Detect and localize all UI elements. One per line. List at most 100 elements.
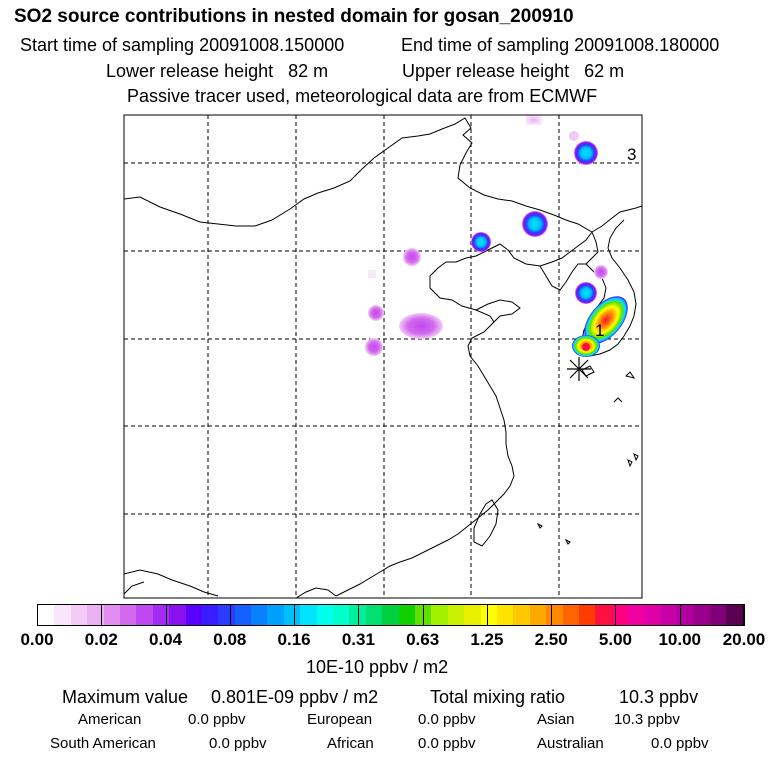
colorbar-tick-label: 2.50	[534, 630, 568, 649]
colorbar-divider	[487, 604, 488, 626]
colorbar-cell	[169, 605, 186, 625]
colorbar-unit: 10E-10 ppbv / m2	[306, 657, 449, 677]
region-name: African	[327, 735, 374, 752]
map-gridlines	[124, 115, 642, 598]
colorbar-cell	[218, 605, 235, 625]
region-value: 10.3 ppbv	[614, 711, 680, 728]
colorbar-cell	[234, 605, 252, 625]
colorbar-cell	[267, 605, 284, 625]
upper-release-label: Upper release height 62 m	[402, 61, 625, 81]
colorbar-cell	[300, 605, 317, 625]
colorbar-cell	[546, 605, 563, 625]
patch-southwest-violet	[365, 338, 383, 356]
colorbar-cell	[431, 605, 448, 625]
colorbar-cell	[333, 605, 350, 625]
patch-north-pale	[526, 115, 542, 125]
colorbar-tick-label: 0.02	[84, 630, 118, 649]
colorbar-tick-label: 0.63	[406, 630, 440, 649]
colorbar-cell	[152, 605, 170, 625]
patch-west-violet	[368, 305, 384, 321]
receptor-marker	[567, 357, 591, 381]
patch-korea-hot	[584, 296, 628, 344]
colorbar-cell	[529, 605, 547, 625]
region-name: European	[307, 711, 373, 728]
colorbar-cell	[38, 605, 55, 625]
colorbar-cell	[693, 605, 711, 625]
colorbar-cell	[562, 605, 579, 625]
colorbar-cell	[726, 605, 743, 625]
colorbar-cell	[660, 605, 678, 625]
colorbar-cell	[628, 605, 645, 625]
patch-shanxi-violet	[399, 313, 443, 339]
lower-release-label: Lower release height 82 m	[106, 61, 329, 81]
colorbar-cell	[316, 605, 334, 625]
end-time-label: End time of sampling 20091008.180000	[401, 35, 720, 55]
patch-hebei-violet	[403, 248, 421, 266]
colorbar-cell	[87, 605, 104, 625]
region-name: South American	[50, 735, 156, 752]
total-mixing-label: Total mixing ratio	[430, 687, 566, 707]
colorbar-divider	[615, 604, 616, 626]
map-frame	[123, 114, 643, 599]
colorbar-tick-label: 0.08	[213, 630, 247, 649]
colorbar-divider	[37, 604, 38, 626]
region-value: 0.0 ppbv	[209, 735, 267, 752]
region-value: 0.0 ppbv	[418, 735, 476, 752]
colorbar-cell	[480, 605, 497, 625]
colorbar-cell	[349, 605, 366, 625]
region-name: Australian	[537, 735, 604, 752]
colorbar-divider	[101, 604, 102, 626]
patch-seoul-blue	[575, 282, 597, 304]
colorbar-tick-label: 1.25	[470, 630, 504, 649]
coastlines	[124, 117, 642, 598]
colorbar-cell	[365, 605, 383, 625]
colorbar-cell	[513, 605, 530, 625]
colorbar-cell	[644, 605, 661, 625]
patch-northeast-blue	[574, 141, 598, 165]
colorbar-tick-label: 5.00	[598, 630, 632, 649]
colorbar-cell	[382, 605, 399, 625]
colorbar-cell	[54, 605, 71, 625]
start-time-label: Start time of sampling 20091008.150000	[20, 35, 345, 55]
total-mixing-value: 10.3 ppbv	[619, 687, 699, 707]
max-value-label: Maximum value	[62, 687, 189, 707]
patch-west-pale	[368, 270, 376, 278]
patch-beijing-blue	[471, 232, 491, 252]
region-name: Asian	[537, 711, 575, 728]
tracer-note: Passive tracer used, meteorological data…	[127, 86, 598, 106]
region-value: 0.0 ppbv	[418, 711, 476, 728]
colorbar-cell	[595, 605, 612, 625]
colorbar-cell	[447, 605, 465, 625]
colorbar-cell	[710, 605, 727, 625]
colorbar-cell	[136, 605, 153, 625]
map-label-3: 3	[627, 145, 636, 164]
region-value: 0.0 ppbv	[188, 711, 246, 728]
patch-liaoning-blue	[522, 211, 548, 237]
region-name: American	[78, 711, 142, 728]
colorbar-tick-label: 0.04	[148, 630, 183, 649]
patch-korea-violet	[594, 265, 608, 279]
colorbar-divider	[166, 604, 167, 626]
map-panel: 3 1	[123, 114, 643, 599]
colorbar-cell	[70, 605, 88, 625]
colorbar-divider	[551, 604, 552, 626]
colorbar-tick-label: 0.00	[20, 630, 54, 649]
colorbar-cell	[496, 605, 514, 625]
colorbar-divider	[294, 604, 295, 626]
colorbar-divider	[680, 604, 681, 626]
region-value: 0.0 ppbv	[651, 735, 709, 752]
colorbar-cell	[201, 605, 219, 625]
colorbar-cell	[283, 605, 301, 625]
chart-title: SO2 source contributions in nested domai…	[14, 6, 574, 27]
colorbar-cell	[251, 605, 268, 625]
patch-northeast-pale	[569, 131, 579, 141]
colorbar-cell	[119, 605, 137, 625]
colorbar-tick-label: 0.16	[277, 630, 311, 649]
colorbar-divider	[358, 604, 359, 626]
colorbar-divider	[744, 604, 745, 626]
concentration-field	[365, 115, 628, 357]
colorbar-cell	[677, 605, 694, 625]
colorbar-cell	[103, 605, 120, 625]
colorbar	[37, 604, 744, 626]
map-label-1: 1	[595, 321, 604, 340]
